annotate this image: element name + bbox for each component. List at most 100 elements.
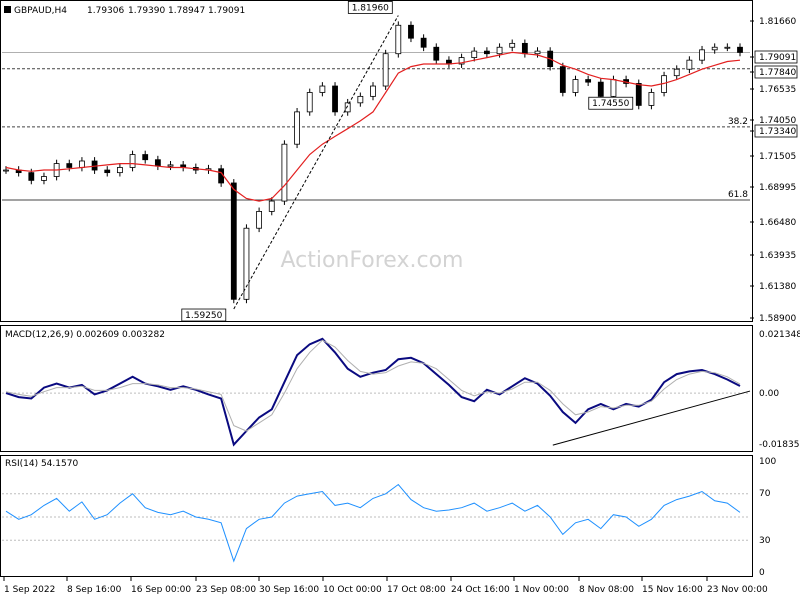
rsi-panel [0, 455, 753, 577]
candle-body [483, 50, 490, 55]
candle-body [41, 176, 47, 181]
svg-text:1.77840: 1.77840 [759, 68, 796, 78]
candle-body [737, 46, 743, 53]
x-label: 23 Sep 08:00 [196, 585, 256, 595]
candle-body [79, 160, 85, 168]
price-panel-header: GBPAUD,H4 1.79306 1.79390 1.78947 1.7909… [4, 6, 245, 16]
candle-body [268, 200, 275, 212]
x-label: 15 Nov 16:00 [642, 585, 703, 595]
price-tick: 1.74050 [750, 116, 796, 126]
x-label: 8 Nov 08:00 [579, 585, 634, 595]
macd-tick: -0.018357 [759, 440, 800, 450]
candle-body [116, 167, 123, 174]
svg-text:1.63935: 1.63935 [759, 251, 796, 261]
price-tick: 1.79091 [750, 50, 798, 64]
x-label: 17 Oct 08:00 [387, 585, 446, 595]
candle-body [319, 85, 326, 93]
macd-trendline [552, 390, 751, 446]
candle-body [256, 211, 263, 229]
price-callout: 1.81960 [347, 1, 393, 14]
candle-body [66, 163, 73, 168]
swing-line [233, 15, 399, 310]
candle-body [699, 49, 705, 61]
price-panel [0, 0, 753, 322]
ohlc-open: 1.79306 [87, 6, 124, 16]
rsi-tick: 70 [759, 489, 771, 499]
svg-text:1.59250: 1.59250 [185, 311, 222, 321]
candle-body [357, 95, 364, 104]
candle-body [724, 46, 731, 49]
candle-body [572, 79, 579, 93]
macd-title: MACD(12,26,9) 0.002609 0.003282 [5, 330, 165, 340]
x-label: 16 Sep 00:00 [131, 585, 191, 595]
candle-body [154, 159, 161, 167]
candle-body [382, 53, 389, 87]
candle-body [420, 37, 427, 48]
candle-body [306, 92, 313, 113]
price-tick: 1.58900 [750, 314, 796, 324]
candle-body [686, 59, 693, 70]
x-label: 1 Sep 2022 [4, 585, 55, 595]
candle-body [332, 85, 338, 113]
candle-body [597, 81, 604, 97]
x-label: 30 Sep 16:00 [259, 585, 319, 595]
candle-body [534, 50, 541, 55]
candle-body [281, 143, 288, 202]
candle-body [104, 169, 111, 174]
svg-text:1.76535: 1.76535 [759, 85, 796, 95]
ohlc-high: 1.79390 [128, 6, 165, 16]
price-tick: 1.76535 [750, 85, 796, 95]
svg-text:1.81660: 1.81660 [759, 17, 796, 27]
price-tick: 1.68995 [750, 183, 796, 193]
watermark: ActionForex.com [281, 248, 464, 273]
candle-body [648, 92, 655, 106]
candle-body [3, 169, 9, 172]
svg-text:1.81960: 1.81960 [352, 3, 389, 13]
price-callout: 1.59250 [181, 308, 227, 322]
svg-text:1.79091: 1.79091 [759, 53, 796, 63]
candle-icon [4, 6, 11, 13]
x-label: 24 Oct 16:00 [451, 585, 510, 595]
x-label: 10 Oct 00:00 [323, 585, 382, 595]
candle-body [395, 24, 402, 55]
price-tick: 1.71505 [750, 152, 796, 162]
svg-text:1.68995: 1.68995 [759, 183, 796, 193]
svg-text:1.58900: 1.58900 [759, 314, 796, 324]
x-label: 8 Sep 16:00 [67, 585, 122, 595]
price-tick: 1.63935 [750, 251, 796, 261]
candle-body [294, 111, 300, 145]
candle-body [673, 68, 680, 77]
candle-body [243, 227, 250, 300]
price-tick: 1.66480 [750, 218, 796, 228]
price-tick: 1.81660 [750, 17, 796, 27]
price-layer: 38.2 61.8 1.81960 1.74550 1.59250 [2, 1, 750, 322]
x-label: 23 Nov 00:00 [707, 585, 768, 595]
rsi-tick: 0 [759, 568, 765, 578]
fib-label: 61.8 [728, 190, 748, 200]
macd-panel [0, 325, 753, 452]
candle-body [142, 154, 149, 161]
candle-body [610, 79, 617, 97]
price-tick: 1.61380 [750, 282, 796, 292]
macd-layer [2, 337, 751, 447]
rsi-title: RSI(14) 54.1570 [5, 459, 78, 469]
svg-text:1.73340: 1.73340 [759, 127, 796, 137]
price-tick: 1.77840 [750, 65, 798, 79]
candle-body [471, 50, 478, 58]
candle-body [509, 42, 516, 48]
candle-body [370, 85, 376, 97]
svg-text:1.66480: 1.66480 [759, 218, 796, 228]
price-tick: 1.73340 [750, 124, 798, 138]
candle-body [711, 46, 718, 51]
candle-body [344, 102, 351, 113]
svg-text:1.61380: 1.61380 [759, 282, 796, 292]
candle-body [433, 46, 440, 61]
candle-body [167, 164, 174, 167]
candle-body [129, 154, 136, 168]
axis-layer: 1.81660 1.79091 1.77840 1.76535 1.740501.733… [3, 17, 800, 595]
signal-line [5, 339, 741, 432]
svg-text:1.71505: 1.71505 [759, 152, 796, 162]
x-label: 1 Nov 00:00 [514, 585, 569, 595]
candle-body [521, 42, 528, 55]
rsi-tick: 100 [759, 457, 776, 467]
